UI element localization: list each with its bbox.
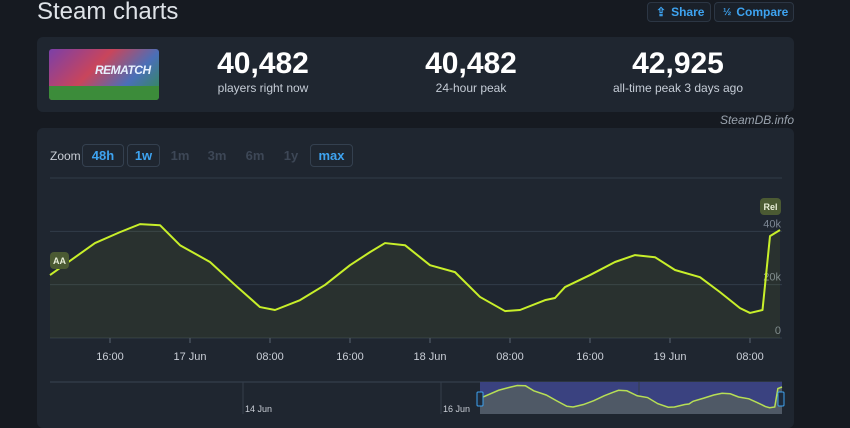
flag-label: Rel [763,202,777,212]
x-tick-label: 08:00 [256,351,284,363]
x-tick-label: 19 Jun [653,351,686,363]
navigator-tick-label: 16 Jun [443,404,470,414]
x-tick-label: 16:00 [336,351,364,363]
x-tick-label: 17 Jun [173,351,206,363]
x-tick-label: 08:00 [496,351,524,363]
series-area [50,224,780,338]
navigator-tick-label: 14 Jun [245,404,272,414]
navigator-handle[interactable] [778,392,784,406]
x-tick-label: 18 Jun [413,351,446,363]
x-tick-label: 08:00 [736,351,764,363]
navigator-handle[interactable] [477,392,483,406]
flag-label: AA [53,256,66,266]
y-tick-label: 40k [763,218,781,230]
x-tick-label: 16:00 [576,351,604,363]
x-tick-label: 16:00 [96,351,124,363]
